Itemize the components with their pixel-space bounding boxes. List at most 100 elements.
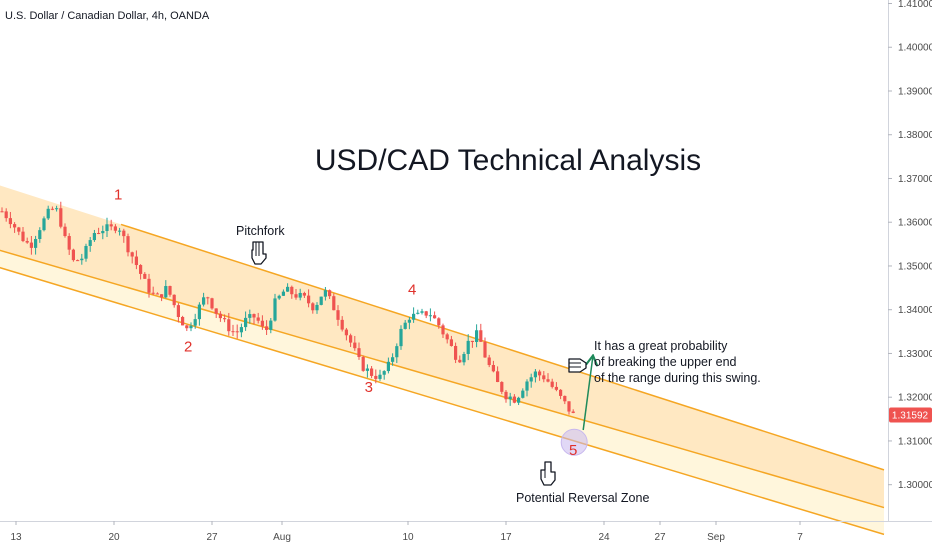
candle-body: [4, 211, 8, 219]
reversal-zone-label: Potential Reversal Zone: [516, 491, 649, 505]
price-axis[interactable]: 1.41000 1.40000 1.39000 1.38000 1.37000 1.360…: [888, 0, 932, 491]
candle-body: [466, 340, 470, 354]
candle-body: [407, 319, 411, 323]
candle-body: [437, 318, 441, 326]
candle-body: [391, 357, 395, 362]
candle-body: [227, 319, 231, 332]
candle-body: [168, 286, 172, 295]
candle-body: [8, 218, 12, 225]
candle-body: [214, 308, 218, 314]
candle-body: [378, 374, 382, 379]
price-tick-label: 1.30000: [898, 480, 932, 491]
price-tick-label: 1.35000: [898, 261, 932, 272]
candle-body: [361, 356, 365, 371]
candle-body: [349, 335, 353, 343]
pitchfork-label: Pitchfork: [236, 224, 285, 238]
candle-body: [147, 278, 151, 293]
time-tick-label: 20: [108, 532, 120, 543]
candle-body: [542, 375, 546, 380]
candle-body: [21, 231, 25, 242]
candle-body: [475, 330, 479, 342]
time-tick-label: 24: [598, 532, 610, 543]
candle-body: [395, 346, 399, 358]
candle-body: [248, 314, 252, 318]
candle-body: [554, 386, 558, 390]
candle-body: [290, 286, 294, 295]
candle-body: [164, 286, 168, 298]
candle-body: [479, 330, 483, 342]
candle-body: [302, 292, 306, 296]
candle-body: [130, 252, 134, 257]
candle-body: [25, 241, 29, 243]
candle-body: [277, 295, 281, 299]
candle-body: [307, 295, 311, 304]
candle-body: [143, 273, 147, 279]
candlestick-series: [0, 201, 575, 415]
candle-body: [340, 319, 344, 330]
chart-overlays: 1 2 3 4 5: [114, 186, 593, 459]
pitchfork-upper-line[interactable]: [120, 223, 885, 471]
candle-body: [202, 297, 206, 305]
pitchfork-channel: [0, 185, 885, 536]
candle-body: [281, 291, 285, 296]
candle-body: [29, 242, 33, 248]
candle-body: [286, 286, 290, 292]
pitchfork-lower-line[interactable]: [0, 266, 885, 536]
candle-body: [462, 353, 466, 363]
candle-body: [105, 224, 109, 231]
candle-body: [92, 233, 96, 241]
time-tick-label: 10: [402, 532, 414, 543]
candle-body: [118, 230, 122, 232]
candle-body: [126, 236, 130, 253]
last-price-badge: 1.31592: [889, 407, 932, 423]
candle-body: [176, 305, 180, 317]
price-tick-label: 1.40000: [898, 43, 932, 54]
candle-body: [483, 341, 487, 358]
candle-body: [449, 339, 453, 346]
price-tick-label: 1.37000: [898, 174, 932, 185]
candle-body: [336, 310, 340, 320]
price-tick-label: 1.38000: [898, 130, 932, 141]
wave-label-4: 4: [408, 281, 416, 298]
candle-body: [34, 238, 38, 248]
reversal-zone-circle: [560, 428, 588, 456]
candle-body: [67, 236, 71, 250]
candle-body: [332, 296, 336, 311]
candle-body: [344, 329, 348, 336]
candle-body: [525, 381, 529, 391]
candle-body: [0, 211, 4, 213]
candle-body: [323, 290, 327, 297]
candle-body: [416, 312, 420, 314]
price-tick-label: 1.33000: [898, 349, 932, 360]
candle-body: [445, 334, 449, 340]
candle-body: [294, 294, 298, 298]
candle-body: [71, 249, 75, 261]
probability-note-line-1: It has a great probability: [594, 339, 728, 353]
candle-body: [533, 371, 537, 378]
candle-body: [386, 361, 390, 372]
candle-body: [424, 311, 428, 316]
candle-body: [122, 230, 126, 237]
candle-body: [508, 396, 512, 400]
chart-title: USD/CAD Technical Analysis: [315, 144, 701, 177]
candle-body: [239, 327, 243, 333]
candle-body: [273, 298, 277, 321]
candle-body: [189, 325, 193, 329]
pitchfork-median-line[interactable]: [0, 249, 885, 509]
price-tick-label: 1.32000: [898, 393, 932, 404]
candle-body: [512, 396, 516, 403]
candle-body: [454, 345, 458, 360]
time-axis[interactable]: 13 20 27 Aug 10 17 24 27 Sep 7: [10, 521, 803, 543]
candle-body: [357, 348, 361, 357]
candle-body: [206, 297, 210, 299]
candle-body: [433, 315, 437, 319]
candle-body: [521, 390, 525, 398]
candle-body: [256, 317, 260, 321]
wave-label-2: 2: [184, 338, 192, 355]
breakout-arrow: [582, 357, 593, 431]
candle-body: [546, 379, 550, 382]
candle-body: [328, 290, 332, 297]
price-tick-label: 1.31000: [898, 436, 932, 447]
